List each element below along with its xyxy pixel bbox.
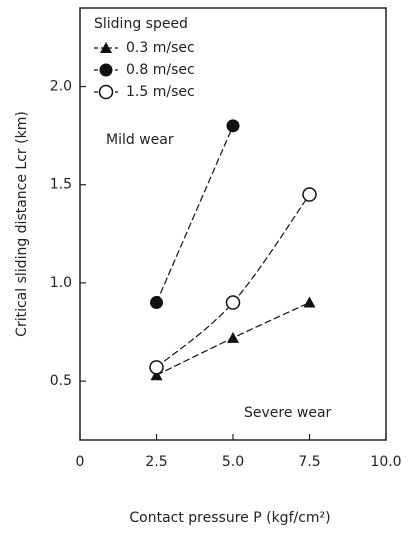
data-point [227,331,239,343]
fit-curve [155,125,234,303]
y-tick-label: 1.5 [50,177,72,193]
data-point [302,187,317,202]
legend-title: Sliding speed [94,16,188,32]
legend-label: 0.8 m/sec [126,62,195,78]
annotation: Severe wear [244,405,332,421]
legend-marker [99,63,113,77]
annotation: Mild wear [106,132,174,148]
y-tick-label: 1.0 [50,275,72,291]
x-tick-label: 5.0 [222,454,244,470]
legend-marker [100,42,112,53]
data-point [226,119,240,133]
y-tick-label: 0.5 [50,373,72,389]
y-tick-label: 2.0 [50,79,72,95]
y-axis-label: Critical sliding distance Lcr (km) [14,111,30,337]
legend-marker [98,84,114,100]
legend-label: 1.5 m/sec [126,84,195,100]
x-axis-label: Contact pressure P (kgf/cm²) [129,510,330,526]
x-tick-label: 0 [76,454,85,470]
legend-label: 0.3 m/sec [126,40,195,56]
x-tick-label: 10.0 [370,454,401,470]
x-tick-label: 2.5 [145,454,167,470]
data-point [149,360,164,375]
data-point [303,296,316,308]
data-point [150,369,163,381]
data-point [150,296,163,310]
data-point [225,295,241,310]
x-tick-label: 7.5 [298,454,320,470]
